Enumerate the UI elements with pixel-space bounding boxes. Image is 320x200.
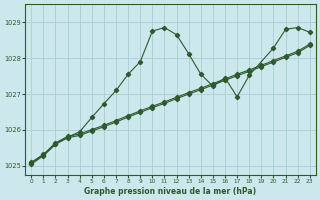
X-axis label: Graphe pression niveau de la mer (hPa): Graphe pression niveau de la mer (hPa) xyxy=(84,187,257,196)
